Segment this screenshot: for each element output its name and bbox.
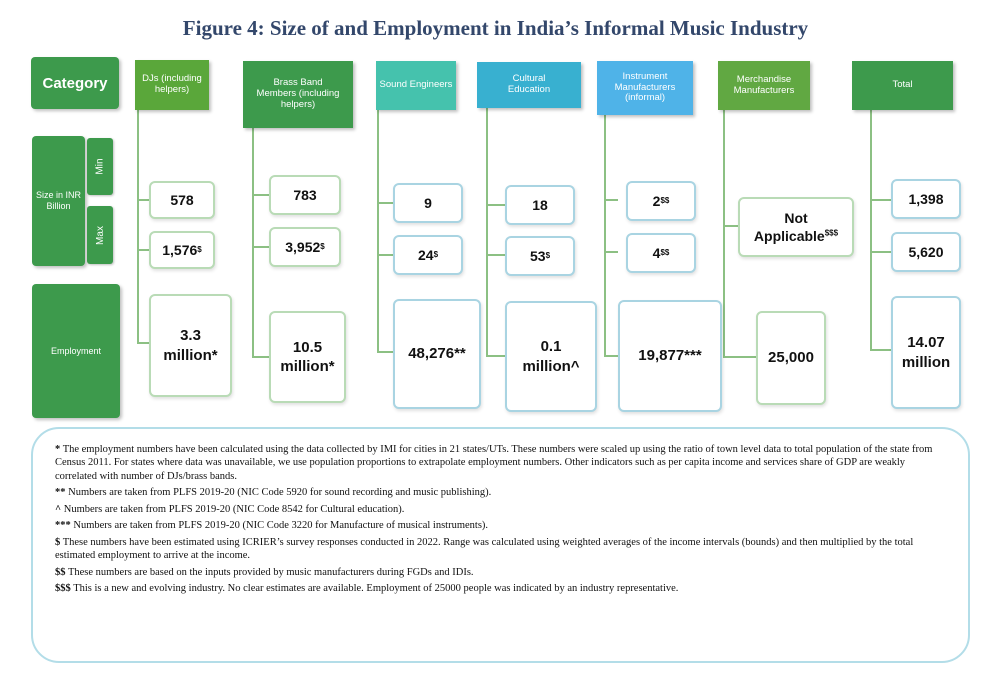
footnote-text: Numbers are taken from PLFS 2019-20 (NIC… — [73, 520, 489, 532]
min-label-text: Min — [94, 158, 106, 175]
cultural-education-employment-value: 0.1 million^ — [522, 338, 580, 375]
instrument-max-value: 4 — [652, 245, 661, 261]
brass-band-max-value: 3,952 — [285, 239, 321, 255]
brass-band-min: 783 — [269, 175, 341, 215]
sound-engineers-employment-value: 48,276** — [408, 345, 466, 363]
djs-min: 578 — [149, 181, 215, 219]
employment-label: Employment — [32, 284, 120, 418]
merchandise-employment-value: 25,000 — [768, 349, 814, 367]
footnote: ** Numbers are taken from PLFS 2019-20 (… — [55, 486, 946, 499]
total-min: 1,398 — [891, 179, 961, 219]
djs-employment: 3.3 million* — [149, 294, 232, 397]
footnote-text: Numbers are taken from PLFS 2019-20 (NIC… — [63, 503, 405, 515]
footnote-text: These numbers have been estimated using … — [55, 536, 914, 562]
djs-employment-value: 3.3 million* — [163, 327, 218, 364]
cultural-education-max: 53 $ — [505, 236, 575, 276]
total-min-value: 1,398 — [908, 191, 944, 207]
header-brass-band: Brass Band Members (including helpers) — [243, 61, 353, 128]
sound-engineers-employment: 48,276** — [393, 299, 481, 409]
figure-title: Figure 4: Size of and Employment in Indi… — [182, 16, 809, 40]
instrument-max: 4 $$ — [626, 233, 696, 273]
sound-engineers-min-value: 9 — [424, 195, 432, 211]
sound-engineers-min: 9 — [393, 183, 463, 223]
merchandise-not-applicable: Not Applicable$$$ — [738, 197, 854, 257]
footnote-symbol: ** — [55, 487, 66, 499]
instrument-employment-value: 19,877*** — [638, 347, 702, 365]
footnote: * The employment numbers have been calcu… — [55, 443, 946, 483]
header-instrument-manufacturers-text: Instrument Manufacturers (informal) — [614, 70, 676, 104]
header-merchandise-manufacturers-text: Merchandise Manufacturers — [733, 73, 795, 96]
footnote-text: Numbers are taken from PLFS 2019-20 (NIC… — [68, 487, 492, 499]
instrument-min: 2 $$ — [626, 181, 696, 221]
footnote-symbol: *** — [55, 520, 71, 532]
total-max: 5,620 — [891, 232, 961, 272]
min-label: Min — [87, 138, 113, 195]
merchandise-na-mark: $$$ — [824, 228, 839, 238]
footnote: $$ These numbers are based on the inputs… — [55, 566, 946, 579]
instrument-min-value: 2 — [652, 193, 661, 209]
size-label: Size in INR Billion — [32, 136, 85, 266]
header-sound-engineers-text: Sound Engineers — [379, 79, 453, 91]
header-brass-band-text: Brass Band Members (including helpers) — [256, 77, 340, 110]
cultural-education-min: 18 — [505, 185, 575, 225]
header-djs-text: DJs (including helpers) — [142, 73, 202, 95]
footnote-symbol: $$$ — [55, 582, 71, 594]
header-cultural-education: Cultural Education — [477, 62, 581, 108]
header-cultural-education-text: Cultural Education — [507, 73, 551, 95]
total-employment-value: 14.07 million — [901, 334, 951, 371]
brass-band-employment: 10.5 million* — [269, 311, 346, 403]
employment-label-text: Employment — [50, 346, 102, 356]
footnote: ^ Numbers are taken from PLFS 2019-20 (N… — [55, 503, 946, 516]
brass-band-min-value: 783 — [293, 187, 317, 203]
footnote-text: These numbers are based on the inputs pr… — [67, 566, 474, 578]
total-max-value: 5,620 — [908, 244, 944, 260]
footnote-text: This is a new and evolving industry. No … — [73, 582, 679, 594]
footnote-text: The employment numbers have been calcula… — [55, 444, 933, 482]
max-label-text: Max — [94, 225, 106, 245]
header-total-text: Total — [892, 79, 913, 91]
header-djs: DJs (including helpers) — [135, 60, 209, 110]
footnote: *** Numbers are taken from PLFS 2019-20 … — [55, 519, 946, 532]
footnote-symbol: ^ — [55, 503, 62, 515]
instrument-employment: 19,877*** — [618, 300, 722, 412]
djs-max: 1,576 $ — [149, 231, 215, 269]
footnote: $$$ This is a new and evolving industry.… — [55, 582, 946, 595]
total-employment: 14.07 million — [891, 296, 961, 409]
header-merchandise-manufacturers: Merchandise Manufacturers — [718, 61, 810, 110]
cultural-education-max-value: 53 — [529, 248, 546, 264]
merchandise-employment: 25,000 — [756, 311, 826, 405]
size-label-text: Size in INR Billion — [35, 190, 81, 211]
brass-band-max: 3,952 $ — [269, 227, 341, 267]
footnote: $ These numbers have been estimated usin… — [55, 536, 946, 563]
category-label: Category — [31, 57, 119, 109]
footnote-symbol: $$ — [55, 566, 66, 578]
max-label: Max — [87, 206, 113, 264]
cultural-education-employment: 0.1 million^ — [505, 301, 597, 412]
header-total: Total — [852, 61, 953, 110]
djs-min-value: 578 — [170, 192, 194, 208]
footnote-symbol: $ — [55, 536, 61, 548]
brass-band-employment-value: 10.5 million* — [280, 338, 335, 376]
sound-engineers-max: 24 $ — [393, 235, 463, 275]
footnotes-panel: * The employment numbers have been calcu… — [31, 427, 970, 663]
category-label-text: Category — [42, 74, 108, 92]
merchandise-na-text: Not Applicable — [753, 209, 825, 244]
djs-max-value: 1,576 — [162, 242, 198, 258]
sound-engineers-max-value: 24 — [417, 247, 434, 263]
cultural-education-min-value: 18 — [532, 197, 548, 213]
header-instrument-manufacturers: Instrument Manufacturers (informal) — [597, 61, 693, 115]
header-sound-engineers: Sound Engineers — [376, 61, 456, 110]
footnote-symbol: * — [55, 444, 61, 455]
